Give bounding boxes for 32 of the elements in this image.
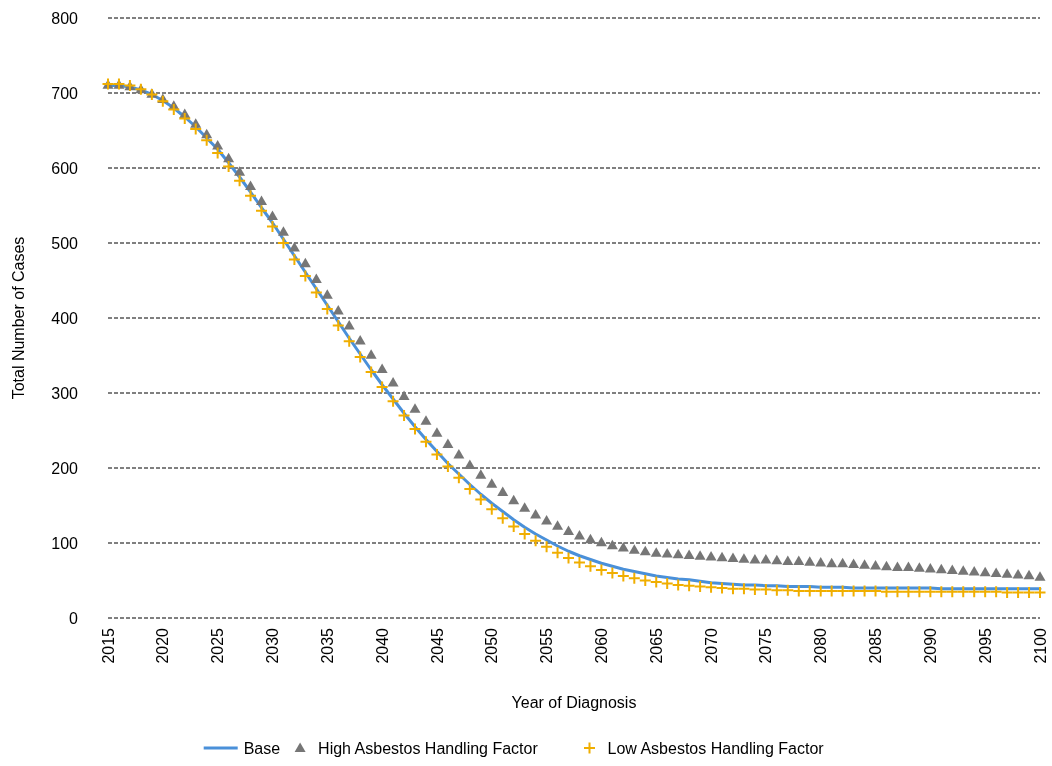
x-tick-label: 2055 [538, 627, 556, 664]
y-axis-title: Total Number of Cases [10, 236, 27, 400]
x-tick-label: 2020 [154, 627, 172, 664]
x-tick-label: 2025 [209, 627, 227, 664]
y-tick-label: 100 [51, 534, 79, 552]
x-tick-label: 2060 [593, 627, 611, 664]
x-tick-label: 2075 [757, 627, 775, 664]
x-tick-label: 2080 [812, 627, 830, 664]
y-tick-label: 0 [69, 609, 79, 627]
x-tick-label: 2095 [976, 627, 994, 664]
x-tick-label: 2085 [867, 627, 885, 664]
y-tick-label: 700 [51, 84, 79, 102]
y-tick-label: 300 [51, 384, 79, 402]
legend-label: High Asbestos Handling Factor [318, 740, 539, 757]
x-tick-label: 2065 [647, 627, 665, 664]
y-tick-label: 400 [51, 309, 79, 327]
y-tick-label: 600 [51, 159, 79, 177]
x-tick-label: 2070 [702, 627, 720, 664]
legend-label: Base [243, 740, 281, 757]
y-tick-label: 500 [51, 234, 79, 252]
x-tick-label: 2030 [264, 627, 282, 664]
x-tick-label: 2050 [483, 627, 501, 664]
y-tick-label: 200 [51, 459, 79, 477]
x-tick-label: 2100 [1031, 627, 1049, 664]
legend-label: Low Asbestos Handling Factor [607, 740, 825, 757]
x-axis-title: Year of Diagnosis [511, 694, 637, 711]
x-tick-label: 2045 [428, 627, 446, 664]
x-tick-label: 2090 [921, 627, 939, 664]
x-tick-label: 2040 [373, 627, 391, 664]
y-tick-label: 800 [51, 9, 79, 27]
x-tick-label: 2035 [318, 627, 336, 664]
x-tick-label: 2015 [99, 627, 117, 664]
